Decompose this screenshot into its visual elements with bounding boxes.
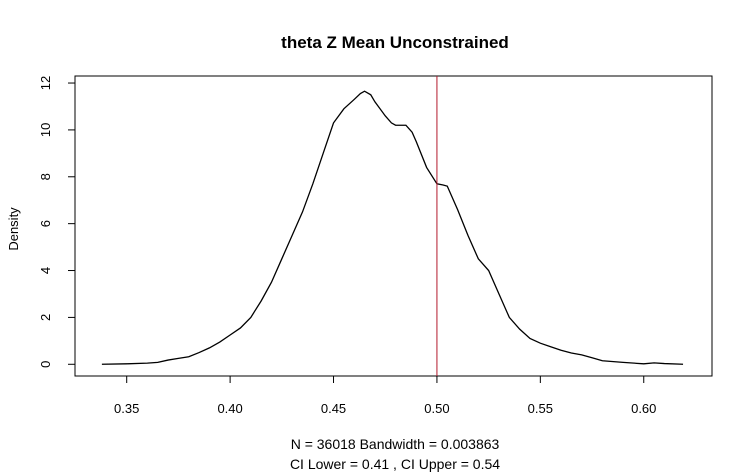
y-tick-label: 0 [38,361,53,368]
x-tick-label: 0.60 [631,401,656,416]
caption-line-1: N = 36018 Bandwidth = 0.003863 [291,436,500,452]
y-tick-label: 8 [38,173,53,180]
y-axis: 0 2 4 6 8 10 12 [38,76,76,368]
x-tick-label: 0.50 [424,401,449,416]
x-axis: 0.35 0.40 0.45 0.50 0.55 0.60 [114,375,656,416]
x-tick-label: 0.40 [217,401,242,416]
x-tick-label: 0.35 [114,401,139,416]
y-tick-label: 4 [38,267,53,274]
x-tick-label: 0.55 [528,401,553,416]
density-curve [101,90,684,365]
y-tick-label: 6 [38,220,53,227]
caption-line-2: CI Lower = 0.41 , CI Upper = 0.54 [290,456,500,472]
chart-title: theta Z Mean Unconstrained [281,33,509,52]
y-tick-label: 10 [38,123,53,137]
y-axis-label: Density [6,207,21,251]
x-tick-label: 0.45 [321,401,346,416]
y-tick-label: 12 [38,76,53,90]
plot-frame [74,75,713,377]
y-tick-label: 2 [38,314,53,321]
